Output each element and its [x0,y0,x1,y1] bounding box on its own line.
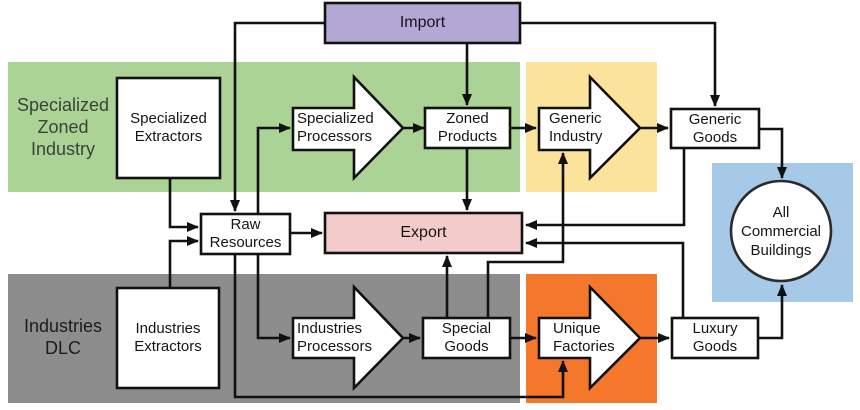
connector-import-to-generic-goods [520,21,720,107]
connector-raw-resources-to-unique-factories [233,254,568,399]
connector-specialized-extractors-to-raw-resources [168,178,199,232]
generic-goods-box [669,107,761,150]
connector-luxury-goods-to-commercial [758,284,787,340]
export-box [323,211,524,255]
luxury-goods-box [670,316,760,360]
generic-industry-arrow-shape [537,73,642,182]
special-goods-box [421,316,512,360]
connectors [168,21,787,399]
specialized-processors-arrow-shape [291,73,405,182]
industries-extractors-box [115,286,221,390]
connector-industries-extractors-to-raw-resources [168,236,199,288]
zoned-products-box [423,106,512,150]
specialized-extractors-box [115,76,222,180]
connector-luxury-goods-to-export [525,238,685,318]
connector-special-goods-to-generic-industry [486,152,568,318]
connector-import-to-raw-resources [230,21,325,212]
node-shapes [115,1,833,392]
unique-factories-arrow-shape [537,283,642,392]
raw-resources-box [199,212,292,256]
import-box [323,1,522,45]
industries-processors-arrow-shape [291,283,405,392]
connector-raw-resources-to-industries-processors [256,254,291,343]
all-commercial-buildings-circle [729,179,833,283]
connector-generic-goods-to-commercial [759,127,787,179]
connector-generic-goods-to-export [525,148,686,230]
connector-raw-resources-to-specialized-processors [256,123,291,214]
